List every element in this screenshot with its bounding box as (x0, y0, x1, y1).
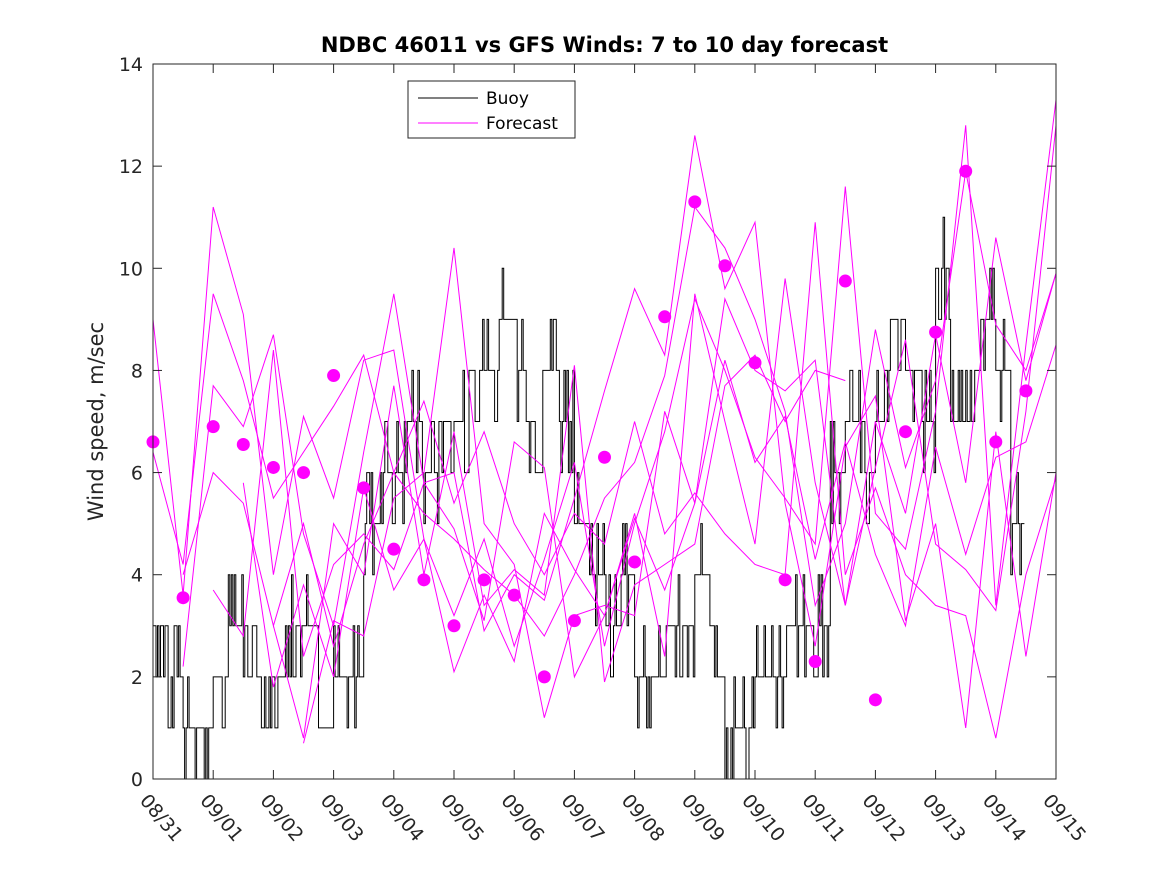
y-tick-label: 4 (131, 565, 143, 587)
forecast-marker (658, 310, 672, 324)
forecast-marker (899, 425, 912, 439)
chart-title: NDBC 46011 vs GFS Winds: 7 to 10 day for… (321, 33, 888, 57)
series-layer (152, 99, 1057, 780)
forecast-marker (598, 450, 611, 464)
x-tick-label: 09/04 (376, 790, 428, 846)
legend: Buoy Forecast (407, 80, 576, 139)
forecast-series-line (242, 237, 1057, 688)
x-tick-label: 09/12 (858, 790, 910, 846)
forecast-marker (688, 195, 702, 209)
forecast-marker (748, 356, 762, 370)
forecast-series-line (182, 135, 1057, 728)
forecast-marker (236, 437, 250, 451)
forecast-marker (959, 164, 973, 178)
x-tick-label: 09/07 (557, 790, 609, 846)
forecast-series-line (152, 99, 1057, 648)
x-tick-label: 09/13 (918, 790, 970, 846)
x-tick-label: 09/11 (797, 790, 849, 846)
forecast-marker (1019, 384, 1033, 398)
x-tick-label: 09/08 (617, 790, 669, 846)
forecast-marker (176, 591, 190, 605)
plot-area (153, 64, 1056, 779)
forecast-marker (266, 460, 280, 474)
forecast-marker (718, 259, 732, 273)
forecast-marker (808, 655, 822, 669)
x-tick-label: 09/02 (256, 790, 308, 846)
forecast-marker (838, 274, 852, 288)
x-tick-label: 09/14 (978, 790, 1030, 846)
plot-frame (152, 63, 1057, 780)
forecast-marker (357, 481, 371, 495)
forecast-marker (628, 555, 642, 569)
x-tick-label: 09/06 (496, 790, 548, 846)
forecast-marker (567, 614, 581, 628)
forecast-marker (868, 693, 882, 707)
forecast-series-line (152, 171, 1057, 637)
y-tick-label: 0 (131, 769, 143, 791)
forecast-marker (989, 435, 1003, 449)
legend-box (407, 80, 576, 139)
markers-layer (146, 164, 1033, 707)
y-tick-label: 12 (119, 156, 143, 178)
forecast-marker (778, 573, 792, 587)
x-tick-label: 09/01 (195, 790, 247, 846)
forecast-marker (447, 619, 461, 633)
forecast-marker (417, 573, 431, 587)
y-tick-label: 8 (131, 360, 143, 382)
y-tick-label: 2 (131, 667, 143, 689)
x-tick-label: 09/05 (436, 790, 488, 846)
forecast-series-line (303, 125, 1057, 744)
x-tick-label: 09/10 (737, 790, 789, 846)
forecast-series-line (212, 344, 1057, 679)
legend-forecast-label: Forecast (486, 114, 558, 134)
forecast-marker (537, 670, 551, 684)
y-axis: 0 2 4 6 8 10 12 14 (119, 54, 1056, 791)
forecast-marker (929, 325, 943, 339)
forecast-series-line (182, 222, 1057, 739)
legend-buoy-label: Buoy (486, 89, 529, 109)
forecast-marker (387, 542, 401, 556)
y-tick-label: 10 (119, 258, 143, 280)
y-axis-label: Wind speed, m/sec (84, 322, 108, 521)
forecast-marker (507, 588, 521, 602)
forecast-marker (297, 466, 310, 480)
y-tick-label: 14 (119, 54, 143, 76)
x-tick-label: 09/15 (1038, 790, 1090, 846)
forecast-marker (206, 420, 220, 434)
forecast-marker (327, 369, 341, 383)
x-tick-label: 08/31 (135, 790, 187, 846)
y-tick-label: 6 (131, 463, 143, 485)
x-tick-label: 09/03 (316, 790, 368, 846)
forecast-marker (477, 573, 491, 587)
x-tick-label: 09/09 (677, 790, 729, 846)
